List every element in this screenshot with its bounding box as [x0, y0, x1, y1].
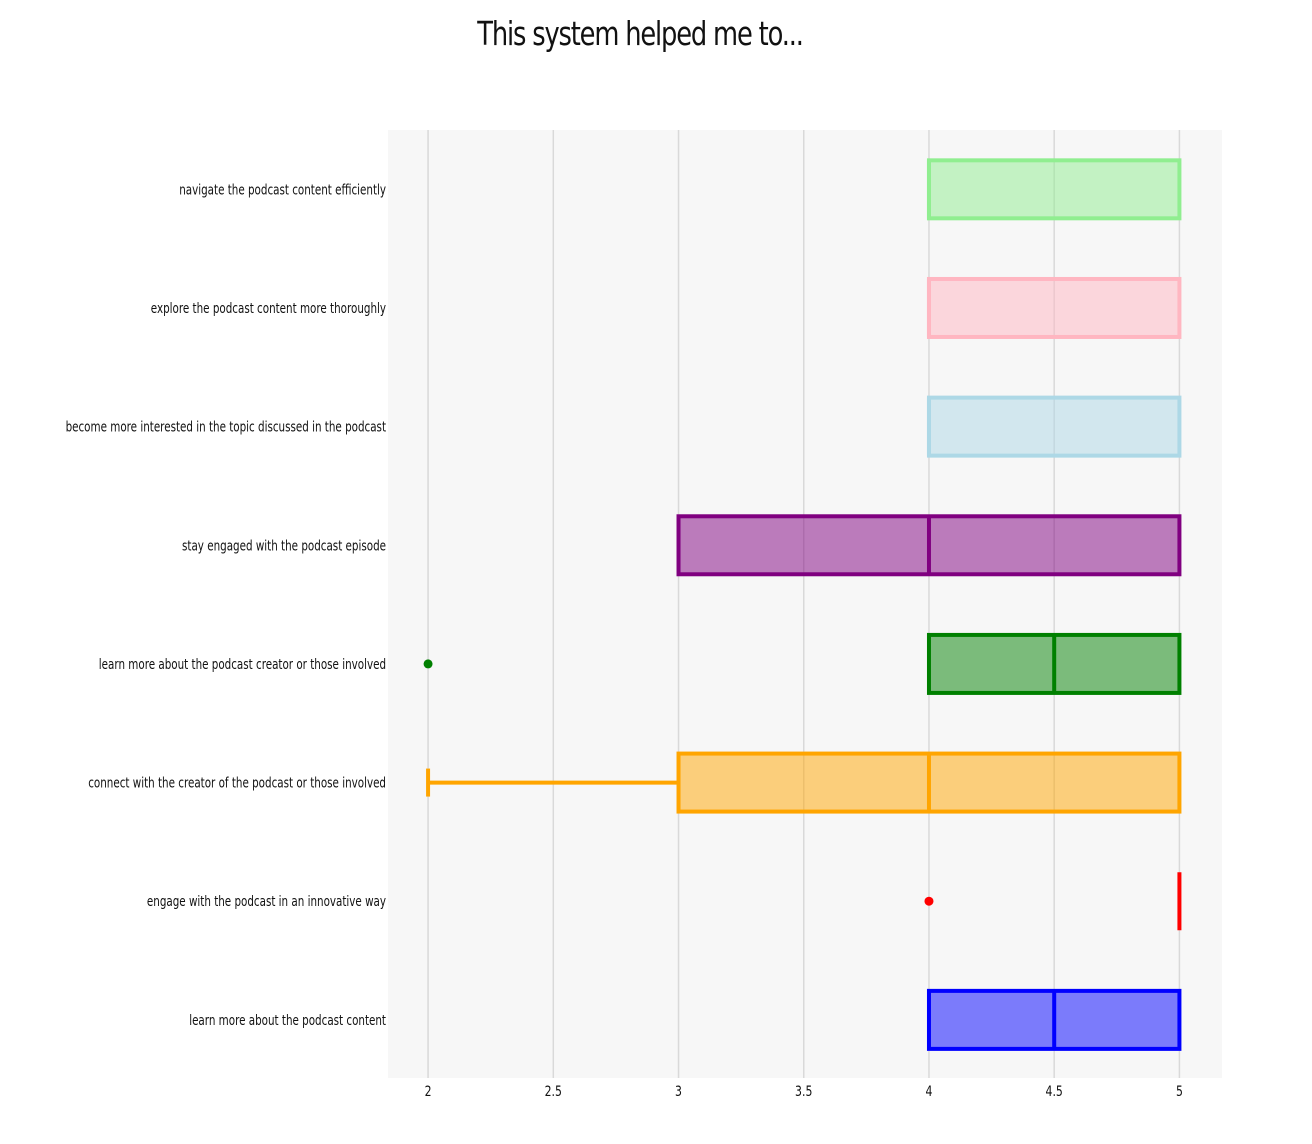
y-axis-labels: navigate the podcast content efficiently…	[66, 182, 387, 1028]
box-series	[423, 158, 1182, 1051]
box-group	[926, 395, 1182, 458]
box-group	[423, 632, 1182, 695]
category-label: navigate the podcast content efficiently	[179, 182, 386, 198]
x-tick-label: 4.5	[1046, 1083, 1063, 1100]
box-group	[926, 988, 1182, 1051]
outlier-point	[423, 659, 433, 669]
category-label: become more interested in the topic disc…	[66, 419, 387, 435]
outlier-point	[924, 896, 934, 906]
category-label: stay engaged with the podcast episode	[182, 538, 386, 554]
x-tick-label: 3.5	[795, 1083, 812, 1100]
box-group	[426, 751, 1182, 814]
category-label: engage with the podcast in an innovative…	[147, 894, 386, 910]
x-tick-label: 5	[1176, 1083, 1183, 1100]
category-label: explore the podcast content more thoroug…	[151, 300, 386, 316]
box	[926, 276, 1182, 339]
chart-title: This system helped me to...	[477, 14, 804, 53]
x-tick-label: 2.5	[545, 1083, 562, 1100]
box-group	[926, 276, 1182, 339]
plot-area	[388, 130, 1222, 1078]
category-label: connect with the creator of the podcast …	[88, 775, 386, 791]
x-axis-ticks: 2 2.5 3 3.5 4 4.5 5	[425, 1083, 1183, 1100]
category-label: learn more about the podcast creator or …	[99, 656, 386, 672]
x-tick-label: 2	[425, 1083, 432, 1100]
x-tick-label: 4	[926, 1083, 933, 1100]
box	[926, 395, 1182, 458]
box	[926, 158, 1182, 221]
box-group	[676, 514, 1182, 577]
box-group	[924, 872, 1182, 931]
category-label: learn more about the podcast content	[189, 1012, 386, 1028]
box-group	[926, 158, 1182, 221]
x-tick-label: 3	[675, 1083, 682, 1100]
